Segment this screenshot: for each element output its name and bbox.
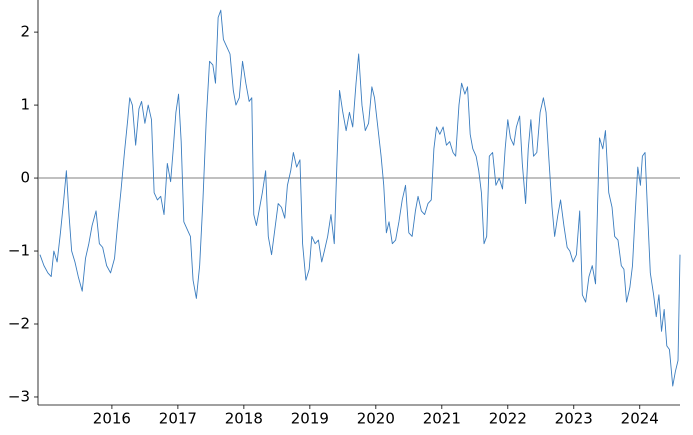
x-tick-label: 2017: [159, 410, 197, 428]
y-tick-label: 1: [20, 96, 30, 114]
x-tick-label: 2023: [555, 410, 593, 428]
y-tick-label: 2: [20, 23, 30, 41]
y-tick-label: −1: [8, 242, 30, 260]
x-tick-label: 2024: [621, 410, 659, 428]
x-tick-label: 2019: [291, 410, 329, 428]
y-tick-label: 0: [20, 169, 30, 187]
y-tick-label: −3: [8, 387, 30, 405]
x-tick-label: 2016: [93, 410, 131, 428]
x-tick-label: 2021: [423, 410, 461, 428]
x-tick-label: 2020: [357, 410, 395, 428]
y-tick-label: −2: [8, 315, 30, 333]
data-line: [39, 9, 681, 387]
x-tick-label: 2018: [225, 410, 263, 428]
x-tick-label: 2022: [489, 410, 527, 428]
